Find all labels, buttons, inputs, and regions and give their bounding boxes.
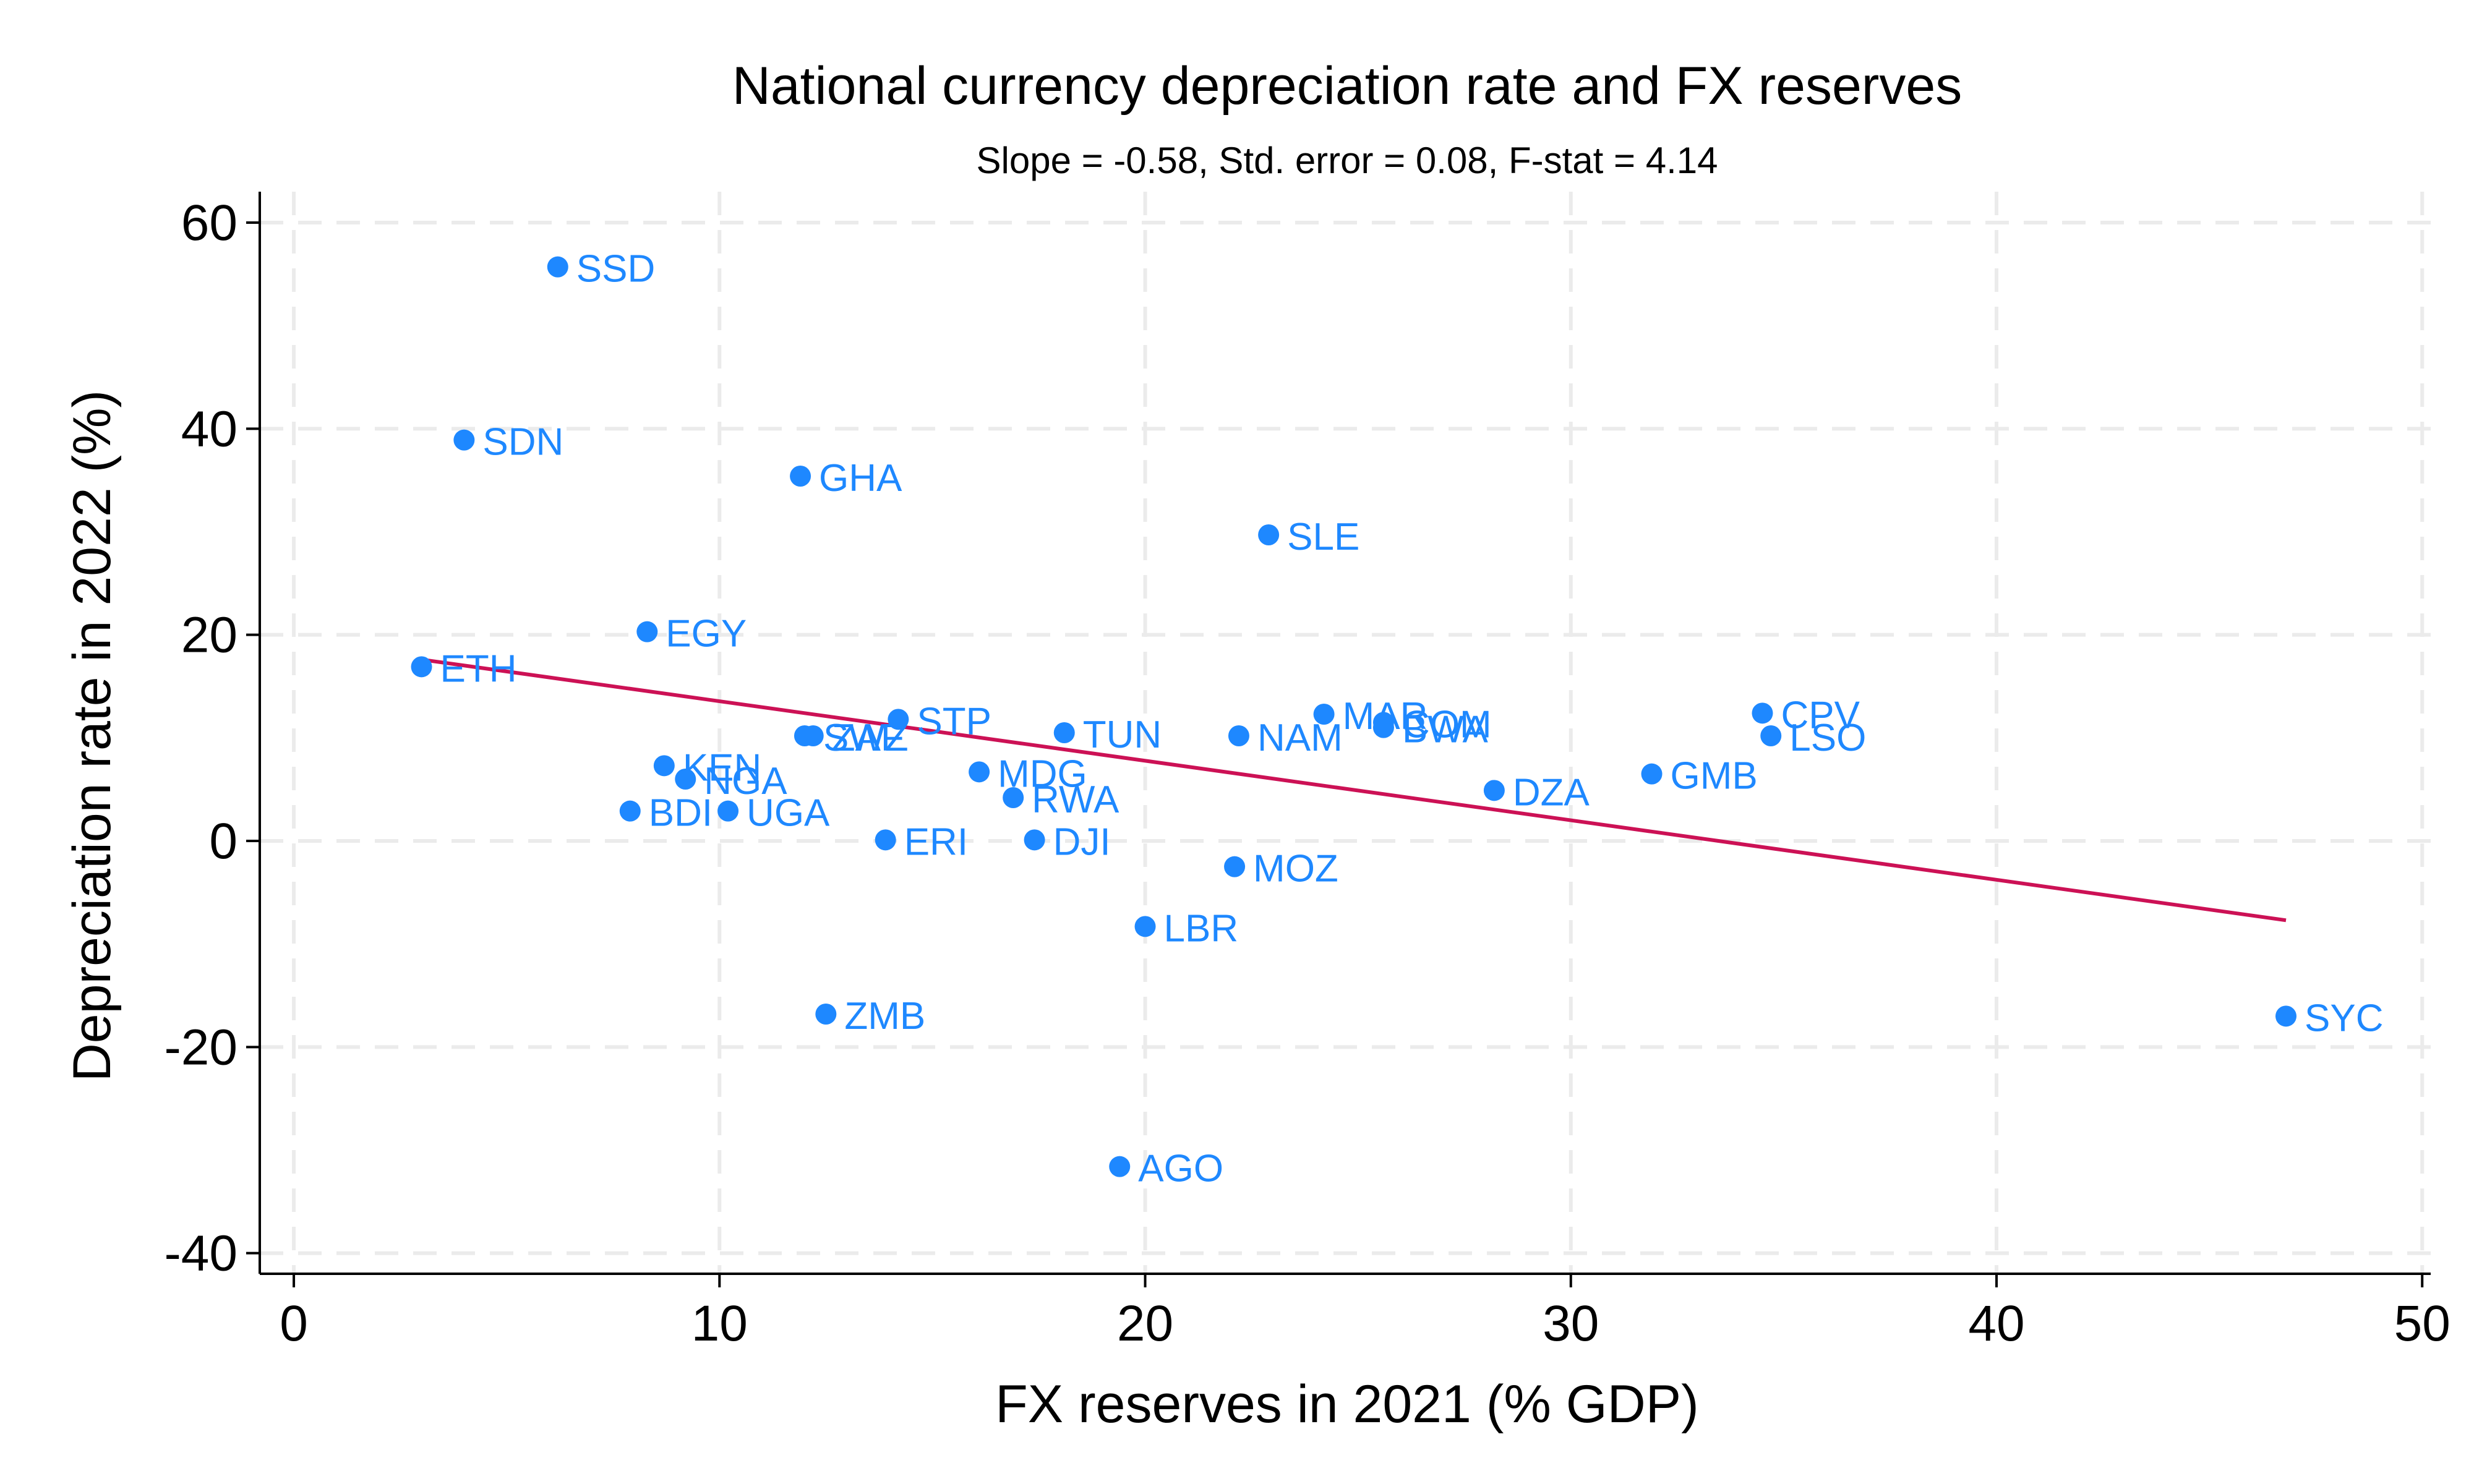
data-point-gha <box>790 466 811 487</box>
y-tick-label: 20 <box>181 607 238 663</box>
x-tick-label: 50 <box>2394 1295 2450 1352</box>
data-point-nga <box>675 769 696 790</box>
point-label-sdn: SDN <box>482 421 563 464</box>
fit-line-layer <box>421 657 2287 923</box>
point-label-moz: MOZ <box>1253 848 1338 890</box>
point-label-gmb: GMB <box>1671 755 1758 798</box>
data-point-zaf <box>802 725 824 746</box>
data-point-sdn <box>453 429 475 451</box>
data-point-eth <box>411 656 432 678</box>
data-point-dji <box>1024 829 1045 851</box>
y-axis-label: Depreciation rate in 2022 (%) <box>62 390 122 1082</box>
data-point-ken <box>653 755 675 777</box>
point-label-egy: EGY <box>666 613 747 655</box>
data-point-egy <box>636 621 658 642</box>
data-point-eri <box>875 829 896 851</box>
point-label-cpv: CPV <box>1781 694 1860 736</box>
point-label-lso: LSO <box>1789 717 1866 759</box>
point-label-gha: GHA <box>819 457 902 500</box>
point-label-lbr: LBR <box>1164 907 1239 950</box>
axes-layer: 0 10 20 30 40 50 -40 -20 0 20 40 60 <box>164 192 2450 1352</box>
data-point-nam <box>1228 725 1249 746</box>
point-label-eth: ETH <box>440 647 517 690</box>
data-point-rwa <box>1003 787 1024 808</box>
data-point-zmb <box>815 1004 837 1025</box>
point-label-tun: TUN <box>1083 714 1162 756</box>
point-label-sle: SLE <box>1287 516 1359 558</box>
point-label-syc: SYC <box>2305 997 2383 1039</box>
x-tick-label: 20 <box>1117 1295 1173 1352</box>
point-label-rwa: RWA <box>1032 778 1119 821</box>
x-tick-label: 10 <box>691 1295 748 1352</box>
y-tick-label: -40 <box>164 1226 238 1282</box>
point-label-bdi: BDI <box>649 792 713 835</box>
regression-line <box>421 657 2287 923</box>
data-point-ssd <box>547 256 568 278</box>
data-point-stp <box>888 709 909 730</box>
data-point-dza <box>1483 780 1505 801</box>
data-point-syc <box>2275 1005 2296 1027</box>
data-point-sle <box>1258 524 1280 545</box>
y-tick-label: 0 <box>209 813 238 869</box>
data-point-lbr <box>1134 916 1156 937</box>
points-layer: SSDSDNGHASLEEGYETHSTPSWZZAFTUNNAMMARCOMB… <box>411 248 2383 1190</box>
data-point-gmb <box>1641 763 1663 785</box>
chart-title: National currency depreciation rate and … <box>732 56 1963 116</box>
x-axis-label: FX reserves in 2021 (% GDP) <box>995 1375 1698 1434</box>
data-point-bdi <box>619 800 641 822</box>
y-tick-label: -20 <box>164 1019 238 1075</box>
grid-layer <box>260 192 2431 1274</box>
point-label-ago: AGO <box>1138 1148 1223 1190</box>
x-tick-label: 0 <box>280 1295 308 1352</box>
point-label-nam: NAM <box>1257 717 1343 759</box>
y-tick-label: 40 <box>181 401 238 457</box>
point-label-com: COM <box>1402 703 1492 746</box>
point-label-nga: NGA <box>704 760 787 803</box>
point-label-stp: STP <box>917 700 991 743</box>
x-tick-label: 30 <box>1543 1295 1599 1352</box>
data-point-cpv <box>1752 702 1773 724</box>
x-tick-label: 40 <box>1968 1295 2024 1352</box>
data-point-mdg <box>969 761 990 783</box>
data-point-moz <box>1224 856 1246 877</box>
point-label-dza: DZA <box>1513 771 1590 814</box>
point-label-zaf: ZAF <box>832 717 904 759</box>
point-label-uga: UGA <box>747 792 830 835</box>
point-label-ken: KEN <box>683 746 761 789</box>
y-tick-label: 60 <box>181 195 238 251</box>
data-point-mar <box>1313 704 1335 725</box>
point-label-dji: DJI <box>1053 821 1111 863</box>
data-point-uga <box>717 800 739 822</box>
chart-subtitle: Slope = -0.58, Std. error = 0.08, F-stat… <box>976 140 1718 181</box>
point-label-swz: SWZ <box>823 717 909 759</box>
point-label-eri: ERI <box>904 821 968 863</box>
point-label-ssd: SSD <box>576 248 655 291</box>
data-point-ago <box>1109 1156 1131 1177</box>
point-label-bwa: BWA <box>1402 709 1489 751</box>
data-point-lso <box>1760 725 1782 746</box>
data-point-tun <box>1053 722 1075 743</box>
point-label-zmb: ZMB <box>844 995 925 1038</box>
data-point-bwa <box>1372 717 1394 738</box>
